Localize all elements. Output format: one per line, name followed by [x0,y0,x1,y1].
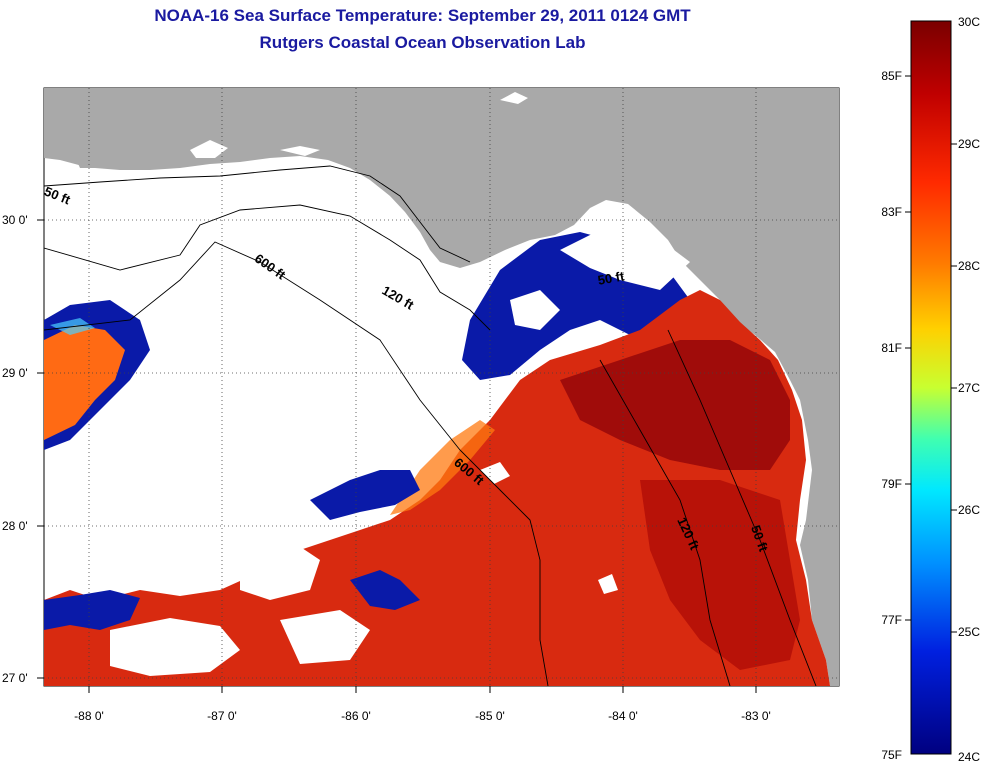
cool-water [44,590,140,630]
lon-tick-label: -86 0' [341,709,371,723]
cloud-patch [598,574,618,594]
colorbar-f-label: 83F [881,205,902,219]
cloud-patch [480,462,510,484]
lat-tick-label: 29 0' [2,366,28,380]
lat-lon-grid [44,88,839,686]
colorbar-c-label: 28C [958,259,980,273]
colorbar [910,20,952,755]
colorbar-c-label: 30C [958,15,980,29]
cloud-patch [110,618,240,676]
colorbar-c-label: 25C [958,625,980,639]
land-mass [44,88,839,686]
colorbar-c-label: 26C [958,503,980,517]
colorbar-c-label: 29C [958,137,980,151]
lat-tick-label: 30 0' [2,213,28,227]
lon-tick-label: -83 0' [741,709,771,723]
lon-tick-label: -84 0' [608,709,638,723]
depth-contours [44,165,817,686]
colorbar-ticks [905,75,957,633]
map-title: NOAA-16 Sea Surface Temperature: Septemb… [154,6,691,25]
warm-water [44,325,125,440]
bay [190,140,228,158]
cloud-patch [240,540,320,600]
lon-tick-label: -87 0' [207,709,237,723]
colorbar-f-label: 79F [881,477,902,491]
cloud-patch [280,610,370,664]
colorbar-c-label: 27C [958,381,980,395]
bay [500,92,528,104]
colorbar-f-label: 81F [881,341,902,355]
axis-ticks [37,219,757,693]
colorbar-c-label: 24C [958,750,980,764]
hot-water [640,480,800,670]
lat-tick-label: 27 0' [2,671,28,685]
colorbar-f-label: 75F [881,748,902,762]
lat-tick-label: 28 0' [2,519,28,533]
map-subtitle: Rutgers Coastal Ocean Observation Lab [259,33,586,52]
cool-water [310,470,420,520]
cloud-patch [560,230,690,290]
bay [280,146,320,156]
contour-label: 50 ft [597,268,627,288]
lon-tick-label: -85 0' [475,709,505,723]
colorbar-f-label: 85F [881,69,902,83]
cloud-patch [510,290,560,330]
cool-water [350,570,420,610]
hot-water [560,340,790,470]
lon-tick-label: -88 0' [74,709,104,723]
colorbar-f-label: 77F [881,613,902,627]
